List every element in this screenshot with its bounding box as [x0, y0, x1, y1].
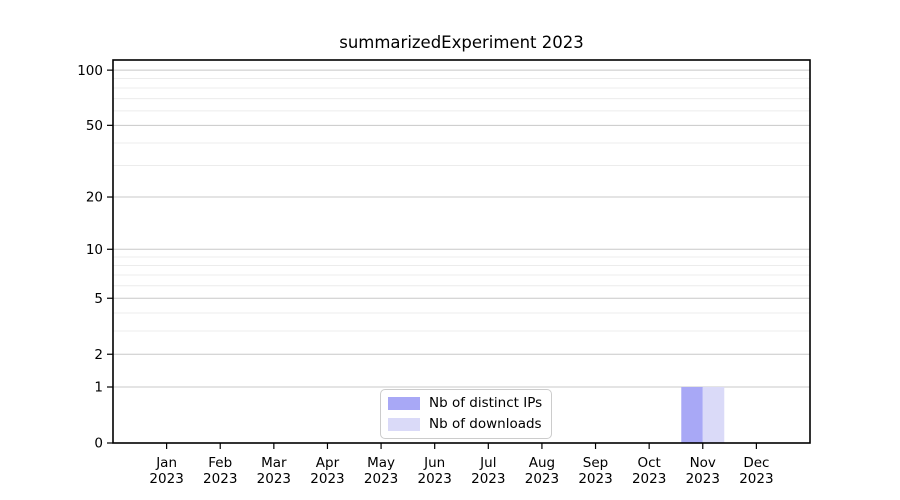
x-tick-year-label: 2023 — [525, 471, 559, 487]
x-tick-month-label: Jun — [423, 455, 445, 471]
x-tick-year-label: 2023 — [471, 471, 505, 487]
legend-item-distinct-ips: Nb of distinct IPs — [388, 394, 542, 413]
x-tick-year-label: 2023 — [686, 471, 720, 487]
legend-label-downloads: Nb of downloads — [429, 416, 542, 432]
x-tick-month-label: Sep — [583, 455, 608, 471]
y-tick-label: 2 — [94, 347, 103, 363]
x-tick-month-label: Jan — [155, 455, 177, 471]
x-tick-year-label: 2023 — [578, 471, 612, 487]
x-tick-month-label: Apr — [316, 455, 340, 471]
x-tick-year-label: 2023 — [203, 471, 237, 487]
x-tick-month-label: Aug — [529, 455, 555, 471]
x-tick-year-label: 2023 — [739, 471, 773, 487]
legend-item-downloads: Nb of downloads — [388, 415, 542, 434]
x-tick-year-label: 2023 — [149, 471, 183, 487]
plot-border — [112, 59, 811, 444]
x-tick-month-label: Dec — [743, 455, 769, 471]
y-tick-label: 5 — [94, 291, 103, 307]
x-tick-year-label: 2023 — [364, 471, 398, 487]
x-tick-month-label: Oct — [637, 455, 660, 471]
legend-label-distinct-ips: Nb of distinct IPs — [429, 395, 543, 411]
y-tick-label: 1 — [94, 380, 103, 396]
bar-nb-of-distinct-ips-nov-2023 — [681, 386, 703, 443]
x-tick-month-label: Nov — [690, 455, 716, 471]
x-tick-year-label: 2023 — [257, 471, 291, 487]
x-tick-year-label: 2023 — [418, 471, 452, 487]
x-tick-year-label: 2023 — [632, 471, 666, 487]
legend: Nb of distinct IPs Nb of downloads — [380, 389, 553, 439]
legend-swatch-downloads — [388, 418, 420, 431]
bar-nb-of-downloads-nov-2023 — [702, 386, 725, 443]
y-tick-label: 0 — [94, 436, 103, 452]
y-tick-label: 20 — [86, 190, 103, 206]
chart-title: summarizedExperiment 2023 — [339, 33, 584, 52]
y-tick-label: 50 — [86, 118, 103, 134]
x-tick-month-label: Jul — [479, 455, 496, 471]
x-tick-month-label: Mar — [261, 455, 287, 471]
legend-swatch-distinct-ips — [388, 397, 420, 410]
x-tick-month-label: Feb — [208, 455, 232, 471]
x-tick-year-label: 2023 — [310, 471, 344, 487]
y-tick-label: 10 — [86, 242, 103, 258]
x-tick-month-label: May — [367, 455, 395, 471]
y-tick-label: 100 — [77, 63, 103, 79]
